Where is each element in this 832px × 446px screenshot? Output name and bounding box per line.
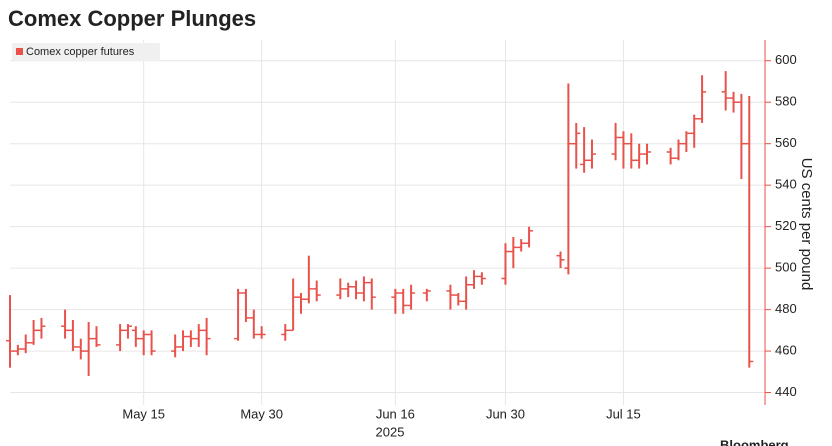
source: Bloomberg <box>720 437 789 446</box>
x-tick-label: May 30 <box>240 406 283 421</box>
y-tick-label: 500 <box>775 260 797 275</box>
legend-swatch <box>16 48 23 55</box>
y-axis-label: US cents per pound <box>798 158 815 291</box>
y-tick-label: 540 <box>775 177 797 192</box>
chart-title: Comex Copper Plunges <box>8 6 256 31</box>
x-tick-label: Jun 30 <box>486 406 525 421</box>
y-tick-label: 440 <box>775 384 797 399</box>
y-tick-label: 520 <box>775 218 797 233</box>
x-year-label: 2025 <box>376 424 405 439</box>
y-tick-label: 460 <box>775 343 797 358</box>
x-tick-label: Jul 15 <box>606 406 641 421</box>
x-tick-label: May 15 <box>122 406 165 421</box>
y-tick-label: 480 <box>775 301 797 316</box>
y-tick-label: 580 <box>775 94 797 109</box>
y-tick-label: 600 <box>775 52 797 67</box>
legend-label: Comex copper futures <box>26 46 135 58</box>
legend-background <box>12 43 160 61</box>
y-tick-label: 560 <box>775 135 797 150</box>
x-tick-label: Jun 16 <box>376 406 415 421</box>
